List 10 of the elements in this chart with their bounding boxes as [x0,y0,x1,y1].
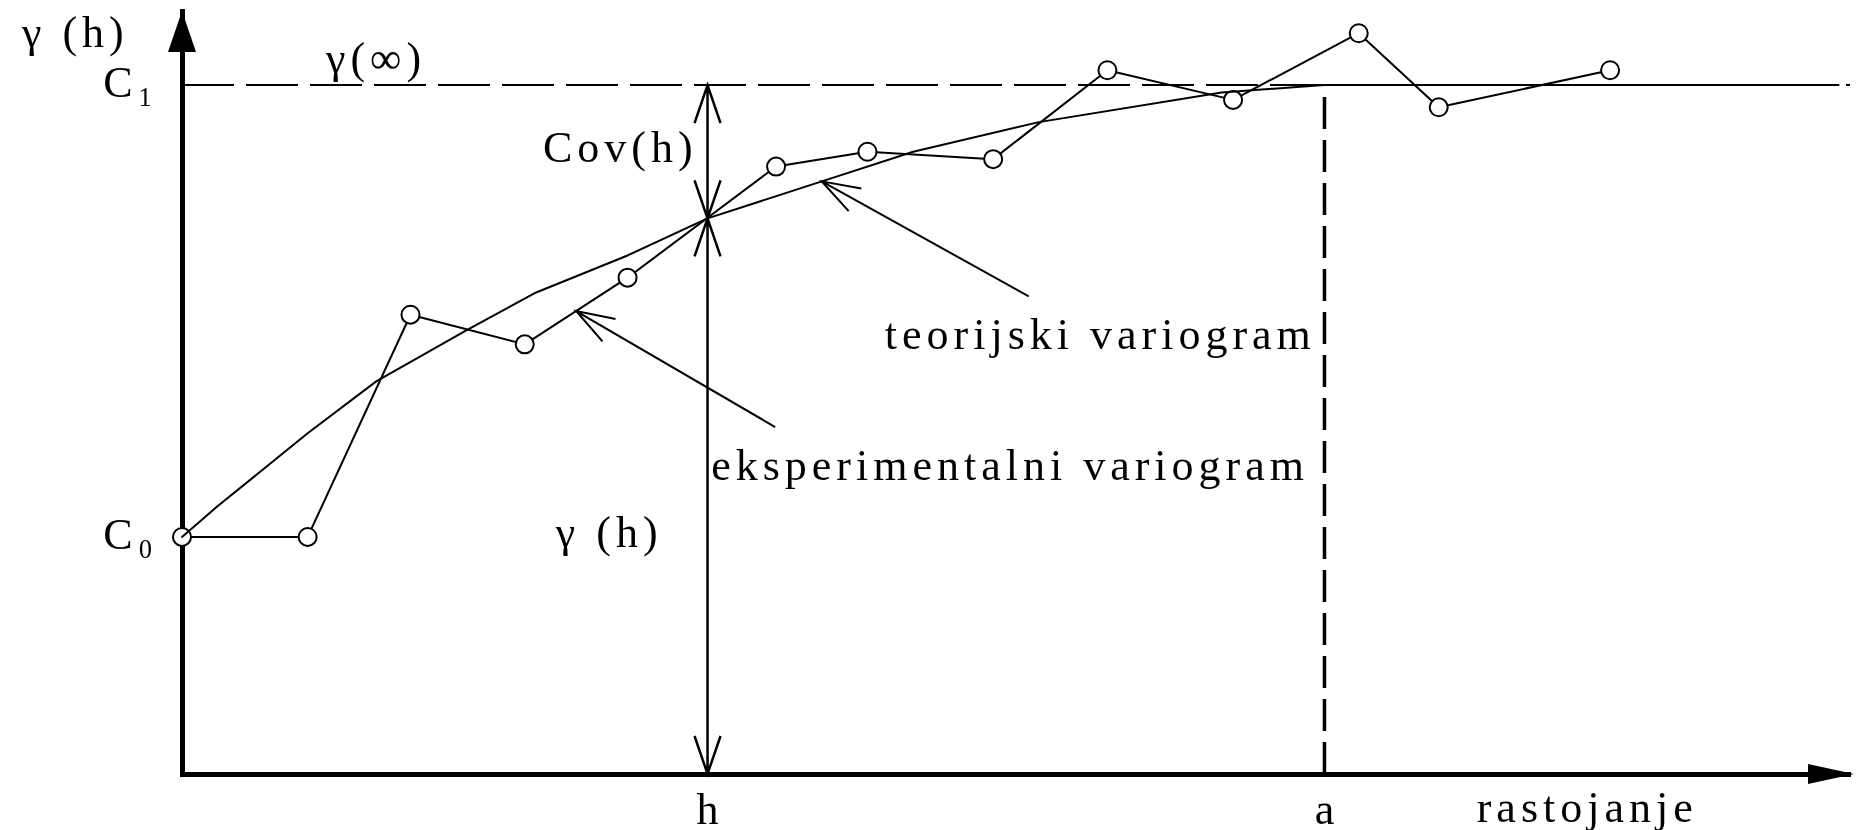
annotation: eksperimentalni variogram [711,440,1309,490]
annotation: teorijski variogram [884,309,1316,359]
x-tick-label: a [1314,784,1335,830]
text: C₁ [103,57,158,107]
text: C₀ [103,509,158,559]
y-axis-title: γ (h) [21,8,129,57]
x-tick-label: h [696,784,719,830]
ref-line-label: γ(∞) [325,34,427,84]
annotation: γ (h) [554,507,663,557]
annotation: Cov(h) [542,122,698,172]
